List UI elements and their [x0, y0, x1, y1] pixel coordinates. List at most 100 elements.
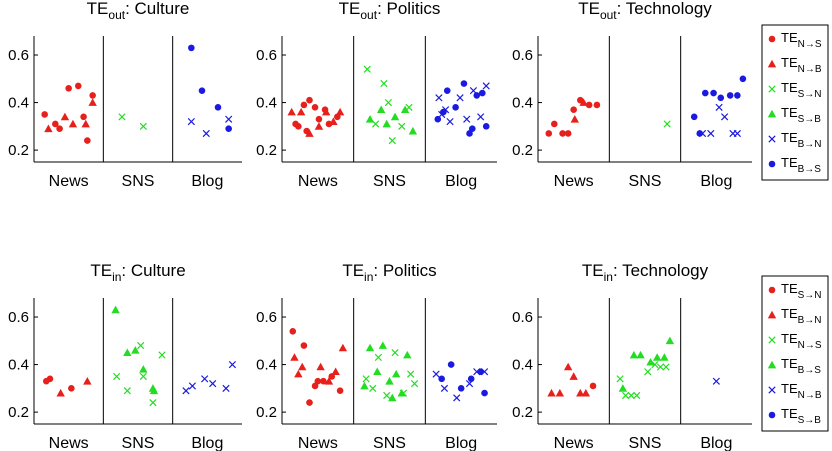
- legend-marker: [767, 360, 777, 369]
- data-point: [391, 369, 401, 378]
- x-group-label: SNS: [373, 435, 406, 451]
- data-point: [453, 394, 461, 402]
- legend-label: TES→N: [781, 281, 822, 301]
- data-point: [374, 353, 382, 362]
- chart-title: TEin: Culture: [90, 261, 185, 284]
- chart-panel-5: TEin: Politics 0.2 0.4 0.6 News SNS Blog: [256, 261, 497, 451]
- data-point: [365, 115, 375, 123]
- legend-label: TES→B: [781, 406, 821, 426]
- data-point: [715, 103, 723, 111]
- chart-panel-4: TEin: Culture 0.2 0.4 0.6 News SNS Blog: [8, 261, 242, 451]
- data-point: [460, 80, 468, 87]
- data-point: [382, 119, 391, 128]
- data-point: [434, 115, 442, 123]
- data-point: [467, 375, 475, 383]
- data-point: [80, 113, 87, 121]
- data-point: [335, 107, 345, 116]
- data-point: [365, 343, 375, 352]
- data-point: [68, 385, 75, 392]
- y-tick-label: 0.4: [8, 95, 29, 112]
- data-point: [201, 375, 209, 383]
- data-point: [627, 391, 635, 400]
- data-point: [111, 305, 120, 314]
- y-tick-label: 0.4: [256, 95, 277, 112]
- data-point: [408, 126, 418, 135]
- data-point: [385, 377, 394, 385]
- title-main: TE: [582, 261, 604, 280]
- data-point: [726, 92, 734, 99]
- data-point: [569, 372, 578, 380]
- data-point: [300, 342, 308, 349]
- data-point: [113, 372, 121, 381]
- data-point: [338, 343, 348, 352]
- data-point: [225, 125, 232, 133]
- data-point: [329, 117, 338, 125]
- data-point: [60, 112, 70, 121]
- data-point: [214, 104, 222, 111]
- y-tick-label: 0.6: [8, 47, 29, 64]
- legend-2: TES→N TEB→N TEN→S TEB→S TEN→B TES→B: [761, 275, 829, 432]
- legend-marker: [768, 336, 776, 344]
- legend-label: TES→B: [781, 105, 821, 125]
- data-point: [289, 327, 297, 335]
- y-tick-label: 0.2: [8, 404, 29, 421]
- data-point: [209, 379, 217, 388]
- data-point: [456, 94, 464, 102]
- data-point: [652, 353, 662, 361]
- data-point: [710, 89, 717, 97]
- title-main: TE: [342, 261, 364, 280]
- data-point: [222, 384, 230, 392]
- data-point: [593, 101, 601, 109]
- legend-label: TES→N: [781, 80, 822, 100]
- x-group-label: News: [554, 435, 594, 451]
- data-point: [477, 113, 485, 121]
- data-point: [452, 104, 459, 111]
- title-subscript: out: [360, 8, 377, 22]
- data-point: [477, 368, 484, 375]
- data-point: [188, 44, 195, 52]
- data-point: [563, 362, 573, 371]
- data-point: [325, 120, 333, 128]
- title-rest: : Politics: [377, 0, 440, 18]
- legend-box: [761, 275, 829, 432]
- data-point: [123, 387, 131, 395]
- data-point: [391, 349, 399, 357]
- data-point: [315, 115, 323, 123]
- data-point: [446, 117, 454, 126]
- data-point: [644, 368, 652, 376]
- data-point: [545, 130, 553, 137]
- data-point: [89, 92, 96, 99]
- data-point: [306, 96, 313, 104]
- data-point: [287, 107, 296, 116]
- data-point: [321, 107, 331, 116]
- data-point: [570, 106, 577, 113]
- data-point: [123, 348, 132, 357]
- y-tick-label: 0.2: [256, 404, 277, 421]
- data-point: [407, 370, 415, 378]
- chart-panel-3: TEout: Technology 0.2 0.4 0.6 News SNS Blog: [512, 0, 752, 190]
- data-point: [188, 382, 197, 390]
- data-point: [555, 388, 565, 397]
- data-point: [559, 130, 566, 137]
- data-point: [466, 130, 473, 137]
- legend-marker: [768, 135, 776, 143]
- x-group-label: News: [49, 173, 89, 190]
- data-point: [380, 79, 388, 88]
- x-group-label: Blog: [700, 173, 732, 190]
- data-point: [618, 384, 628, 392]
- data-point: [369, 384, 377, 392]
- data-point: [390, 112, 400, 121]
- legend-marker: [767, 109, 777, 118]
- y-tick-label: 0.2: [512, 404, 533, 421]
- data-point: [570, 115, 579, 123]
- data-point: [296, 107, 306, 116]
- chart-title: TEout: Politics: [339, 0, 441, 22]
- data-point: [656, 363, 665, 371]
- legend-marker: [768, 286, 776, 294]
- data-point: [463, 115, 471, 123]
- data-point: [469, 125, 476, 133]
- data-point: [158, 351, 166, 359]
- data-point: [202, 129, 210, 138]
- x-group-label: Blog: [191, 435, 223, 451]
- data-point: [403, 350, 412, 359]
